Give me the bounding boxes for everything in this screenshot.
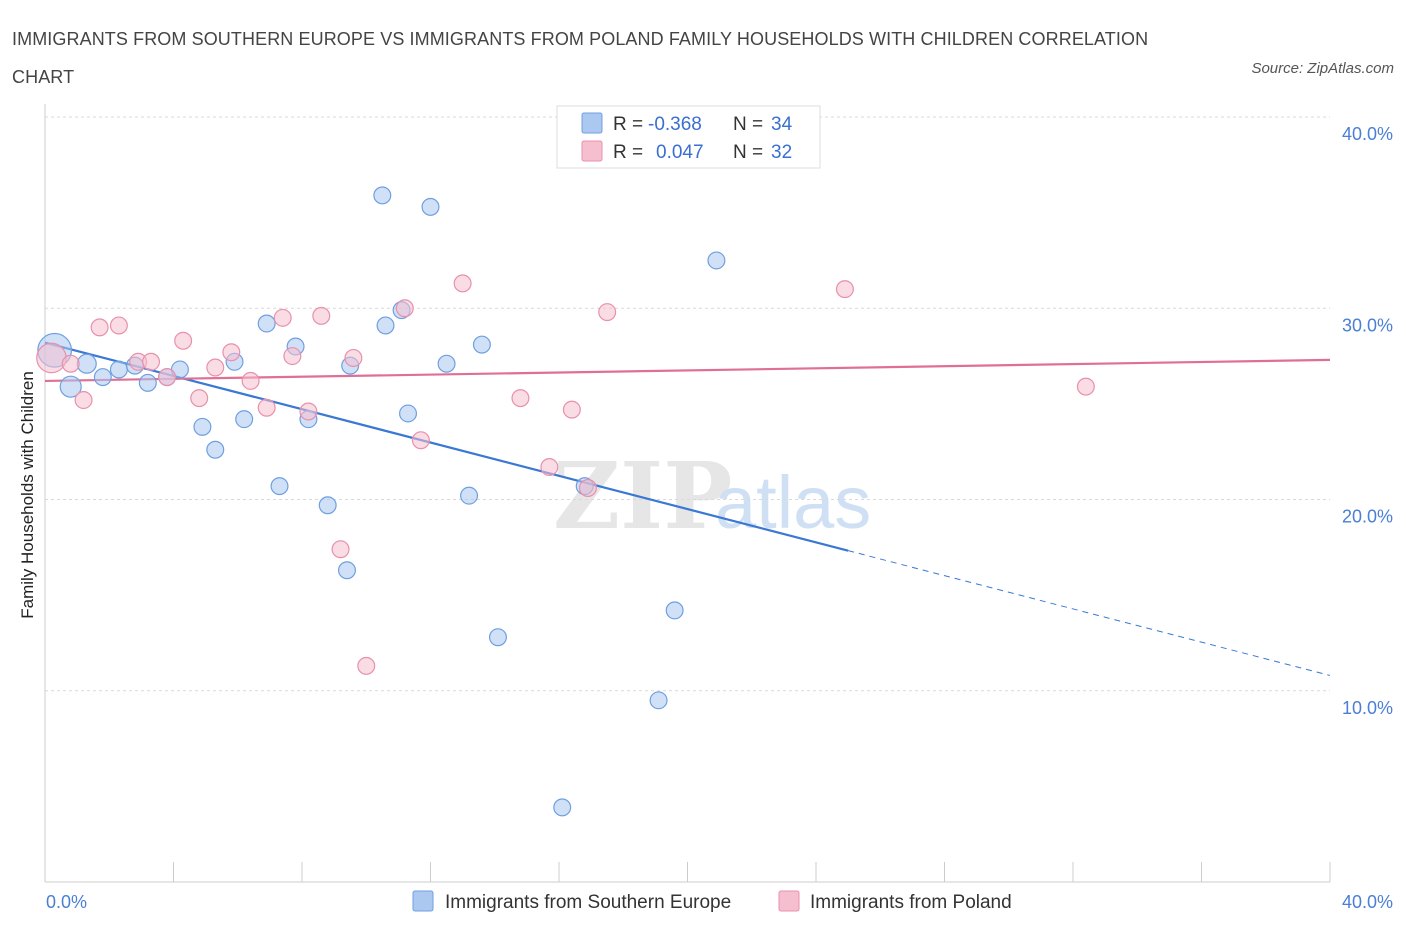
watermark-zip: ZIP: [553, 442, 732, 550]
y-axis-label: Family Households with Children: [18, 371, 37, 619]
legend-swatch-blue: [581, 112, 603, 134]
trend-line-poland: [44, 358, 1331, 383]
y-tick-label-10: 10.0%: [1342, 698, 1393, 718]
point-poland-1: [61, 354, 80, 373]
bottom-legend-swatch-blue: [412, 890, 434, 912]
point-poland-10: [206, 358, 225, 377]
source-label: Source: ZipAtlas.com: [1251, 60, 1394, 77]
bottom-legend-label-pink: Immigrants from Poland: [810, 892, 1012, 913]
point-poland-9: [190, 389, 209, 408]
point-poland-6: [142, 352, 161, 371]
x-tick-label-left: 0.0%: [46, 892, 87, 912]
point-southern-europe-4: [109, 360, 128, 379]
legend-n-label-1: N =: [733, 114, 763, 135]
point-poland-2: [74, 391, 93, 410]
legend-r-label-2: R =: [613, 142, 643, 163]
trend-line-southern-europe-extension: [847, 550, 1331, 676]
point-poland-24: [511, 389, 530, 408]
legend-r-label-1: R =: [613, 114, 643, 135]
data-points: [36, 186, 1095, 817]
x-tick-label-right: 40.0%: [1342, 892, 1393, 912]
point-southern-europe-10: [206, 440, 225, 459]
y-tick-label-40: 40.0%: [1342, 124, 1393, 144]
point-poland-14: [273, 308, 292, 327]
point-poland-20: [357, 656, 376, 675]
bottom-legend-swatch-pink: [778, 890, 800, 912]
bottom-legend-label-blue: Immigrants from Southern Europe: [445, 892, 731, 913]
point-poland-11: [222, 343, 241, 362]
chart-title: IMMIGRANTS FROM SOUTHERN EUROPE VS IMMIG…: [12, 29, 1149, 87]
point-southern-europe-9: [193, 417, 212, 436]
point-poland-28: [598, 303, 617, 322]
point-poland-16: [299, 402, 318, 421]
point-poland-4: [109, 316, 128, 335]
point-southern-europe-13: [257, 314, 276, 333]
point-poland-17: [312, 306, 331, 325]
point-southern-europe-31: [649, 691, 668, 710]
point-poland-3: [90, 318, 109, 337]
bottom-legend: Immigrants from Southern Europe Immigran…: [412, 890, 1012, 913]
watermark-atlas: atlas: [715, 461, 871, 544]
point-southern-europe-6: [138, 373, 157, 392]
point-poland-12: [241, 371, 260, 390]
tick-labels: 10.0% 20.0% 30.0% 40.0% 0.0% 40.0%: [46, 124, 1393, 912]
point-southern-europe-3: [93, 368, 112, 387]
point-southern-europe-17: [318, 496, 337, 515]
legend-r-value-1: -0.368: [648, 114, 702, 135]
point-poland-13: [257, 398, 276, 417]
point-southern-europe-33: [707, 251, 726, 270]
point-poland-19: [344, 348, 363, 367]
point-poland-26: [562, 400, 581, 419]
trend-lines: [44, 341, 1331, 676]
point-southern-europe-21: [376, 316, 395, 335]
point-poland-27: [578, 479, 597, 498]
point-southern-europe-2: [76, 353, 97, 374]
point-southern-europe-18: [337, 561, 356, 580]
point-poland-18: [331, 540, 350, 559]
axes: [44, 104, 1331, 883]
point-southern-europe-28: [488, 628, 507, 647]
point-southern-europe-27: [472, 335, 491, 354]
legend-r-value-2: 0.047: [656, 142, 704, 163]
point-southern-europe-26: [460, 486, 479, 505]
point-southern-europe-29: [553, 798, 572, 817]
legend-n-value-1: 34: [771, 114, 793, 135]
point-poland-15: [283, 347, 302, 366]
point-poland-29: [835, 280, 854, 299]
point-poland-8: [174, 331, 193, 350]
point-southern-europe-23: [399, 404, 418, 423]
legend-swatch-pink: [581, 140, 603, 162]
point-southern-europe-12: [235, 410, 254, 429]
point-southern-europe-1: [59, 375, 82, 398]
point-poland-30: [1076, 377, 1095, 396]
point-poland-21: [395, 299, 414, 318]
point-southern-europe-24: [421, 197, 440, 216]
point-poland-0: [36, 342, 67, 374]
point-poland-25: [540, 457, 559, 476]
point-poland-7: [158, 368, 177, 387]
grid-lines: [45, 116, 1330, 692]
point-southern-europe-14: [270, 477, 289, 496]
y-tick-label-30: 30.0%: [1342, 315, 1393, 335]
y-tick-label-20: 20.0%: [1342, 507, 1393, 527]
point-southern-europe-20: [373, 186, 392, 205]
point-southern-europe-25: [437, 354, 456, 373]
point-southern-europe-32: [665, 601, 684, 620]
legend-box: R = -0.368 N = 34 R = 0.047 N = 32: [556, 105, 821, 169]
legend-n-value-2: 32: [771, 142, 792, 163]
legend-n-label-2: N =: [733, 142, 763, 163]
point-poland-23: [453, 274, 472, 293]
point-poland-22: [411, 431, 430, 450]
